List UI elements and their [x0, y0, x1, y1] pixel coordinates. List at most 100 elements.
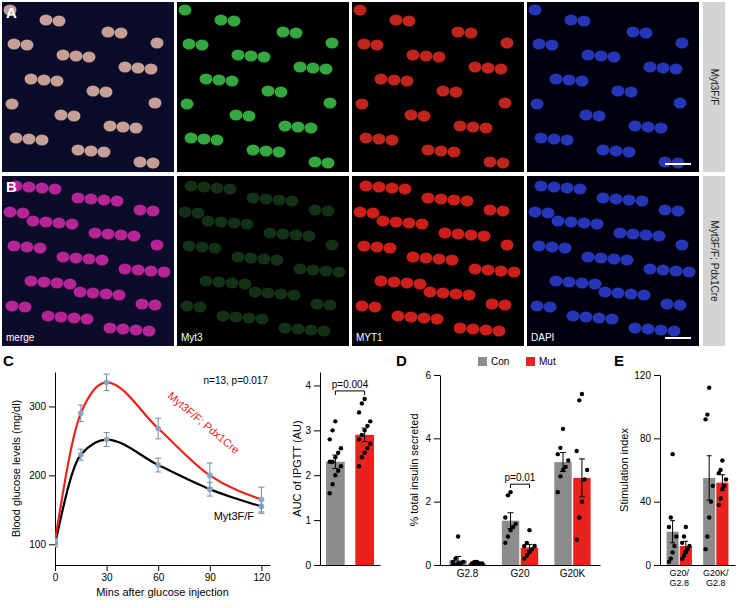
axis-line: [440, 376, 441, 566]
data-point: [556, 452, 560, 456]
nucleus: [580, 110, 593, 121]
data-point: [506, 534, 510, 538]
data-point: [717, 503, 721, 507]
nucleus: [275, 87, 288, 98]
nucleus: [83, 52, 96, 63]
nucleus: [548, 182, 561, 193]
nucleus: [495, 64, 508, 75]
nucleus: [198, 182, 211, 193]
data-point: [514, 522, 518, 526]
nucleus: [85, 146, 98, 157]
nucleus: [582, 252, 595, 263]
nucleus: [561, 183, 574, 194]
nucleus: [277, 27, 290, 38]
legend-swatch: [478, 357, 487, 366]
nucleus: [55, 110, 68, 121]
nucleus: [224, 184, 237, 195]
nucleus: [57, 50, 70, 61]
nucleus: [454, 323, 467, 334]
nucleus: [612, 86, 625, 97]
nucleus: [674, 300, 687, 311]
nucleus: [200, 276, 213, 287]
tick-label: G20: [511, 568, 530, 579]
tick-label: 30: [102, 572, 114, 583]
tick-label: G20K/G2.8: [703, 568, 729, 588]
nucleus: [657, 63, 670, 74]
nucleus: [277, 229, 290, 240]
error-bar: [155, 458, 161, 472]
data-point: [475, 560, 479, 564]
nucleus: [117, 324, 130, 335]
nucleus: [111, 196, 124, 207]
chart: 01234AUC of IPGTT (AU)p=0.004: [291, 373, 381, 571]
nucleus: [467, 122, 480, 133]
data-point: [558, 446, 562, 450]
nucleus: [676, 38, 689, 49]
nucleus: [574, 184, 587, 195]
tick: 100: [29, 539, 55, 550]
nucleus: [264, 228, 277, 239]
nucleus: [324, 98, 337, 109]
series-label: Myt3F/F; Pdx1Cre: [166, 389, 242, 456]
axis-title: Stimulation index: [618, 428, 630, 512]
nucleus: [640, 230, 653, 241]
tick: 6: [425, 370, 440, 381]
data-point: [360, 455, 364, 459]
data-point: [577, 515, 581, 519]
tick-label: 120: [634, 370, 651, 381]
nucleus: [36, 183, 49, 194]
marker: [155, 462, 161, 468]
nucleus: [640, 28, 653, 39]
error-bar: [707, 456, 712, 500]
nucleus: [636, 196, 649, 207]
image-panel: MYT1: [352, 176, 524, 346]
y-axis: 100200300: [29, 373, 55, 566]
nucleus: [595, 51, 608, 62]
data-point: [336, 451, 340, 455]
legend-label: Con: [491, 356, 509, 367]
nucleus: [232, 50, 245, 61]
data-point: [720, 458, 724, 462]
nucleus: [482, 265, 495, 276]
tick-mark: [314, 520, 320, 521]
nucleus: [597, 193, 610, 204]
data-point: [670, 452, 674, 456]
image-background: [352, 2, 524, 172]
error-bar: [720, 475, 725, 491]
image-background: [527, 176, 699, 346]
tick-label: 4: [425, 433, 431, 444]
nucleus: [70, 253, 83, 264]
tick-label: 0: [53, 572, 59, 583]
nucleus: [384, 243, 397, 254]
nucleus: [414, 279, 427, 290]
channel-label: DAPI: [531, 332, 554, 343]
nucleus: [405, 312, 418, 323]
nucleus: [452, 229, 465, 240]
tick-label: 1: [305, 515, 311, 526]
y-axis: 0246: [425, 370, 440, 571]
nucleus: [392, 311, 405, 322]
nucleus: [501, 240, 514, 251]
nucleus: [535, 181, 548, 192]
tick-label: 120: [254, 572, 271, 583]
data-point: [705, 534, 709, 538]
bar: [326, 462, 345, 565]
nucleus: [183, 241, 196, 252]
nucleus: [420, 51, 433, 62]
data-point: [503, 541, 507, 545]
nucleus: [482, 63, 495, 74]
data-point: [336, 469, 340, 473]
nucleus: [215, 15, 228, 26]
nucleus: [375, 276, 388, 287]
axis-title: % total insulin secreted: [408, 413, 420, 526]
nucleus: [228, 16, 241, 27]
nucleus: [371, 242, 384, 253]
nucleus: [23, 182, 36, 193]
side-strip: [703, 2, 725, 172]
data-point: [566, 458, 570, 462]
x-axis: [321, 565, 381, 566]
nucleus: [450, 87, 463, 98]
x-axis: G2.8G20G20K: [441, 566, 601, 580]
tick: 2: [425, 496, 440, 507]
nucleus: [158, 267, 171, 278]
